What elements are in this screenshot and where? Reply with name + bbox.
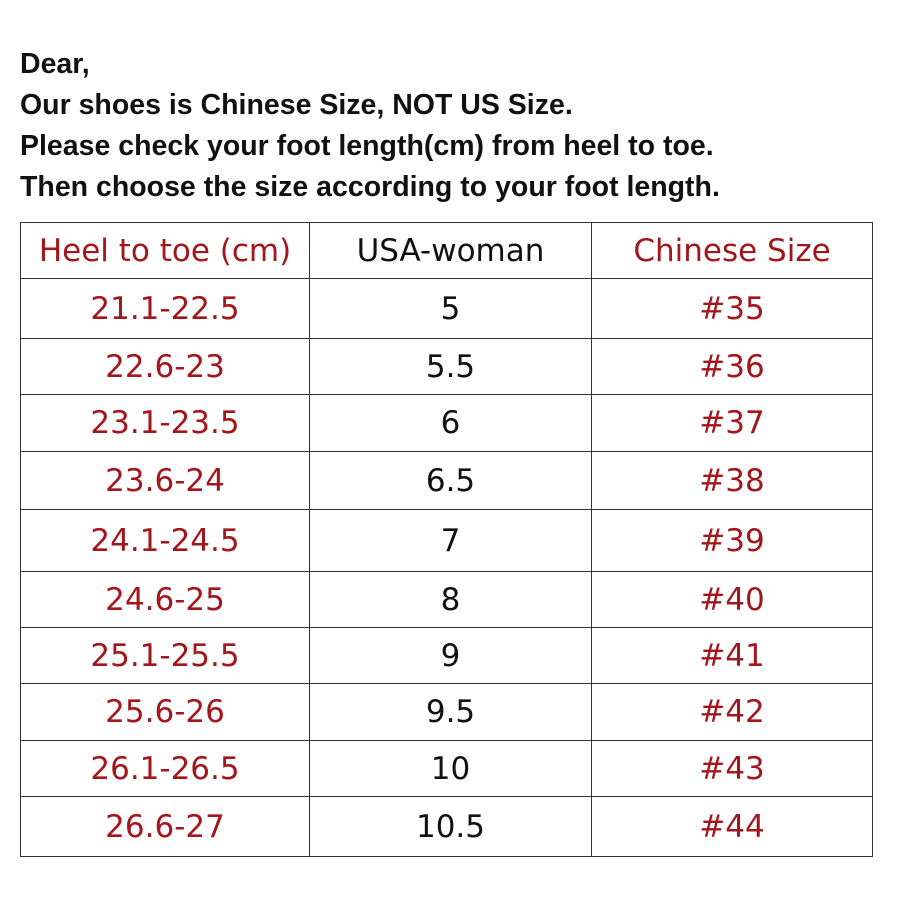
foot-length-cell: 22.6-23	[20, 338, 310, 395]
header-heel-to-toe: Heel to toe (cm)	[20, 222, 310, 279]
foot-length-cell: 23.1-23.5	[20, 394, 310, 452]
chinese-size-cell: #41	[591, 627, 873, 684]
chinese-size-cell: #37	[591, 394, 873, 452]
header-usa-woman: USA-woman	[309, 222, 592, 279]
intro-line: Please check your foot length(cm) from h…	[20, 130, 714, 162]
table-row: 25.1-25.5 9 #41	[20, 627, 873, 684]
chinese-size-cell: #44	[591, 796, 873, 857]
intro-line: Dear,	[20, 48, 90, 80]
chinese-size-cell: #39	[591, 509, 873, 572]
intro-text: Dear, Our shoes is Chinese Size, NOT US …	[20, 44, 720, 208]
intro-line: Then choose the size according to your f…	[20, 171, 720, 203]
foot-length-cell: 25.6-26	[20, 683, 310, 741]
usa-size-cell: 9	[309, 627, 592, 684]
header-chinese-size: Chinese Size	[591, 222, 873, 279]
table-row: 21.1-22.5 5 #35	[20, 278, 873, 339]
table-row: 23.6-24 6.5 #38	[20, 451, 873, 510]
usa-size-cell: 8	[309, 571, 592, 628]
foot-length-cell: 24.6-25	[20, 571, 310, 628]
table-row: 26.1-26.5 10 #43	[20, 740, 873, 797]
chinese-size-cell: #35	[591, 278, 873, 339]
foot-length-cell: 26.6-27	[20, 796, 310, 857]
table-row: 23.1-23.5 6 #37	[20, 394, 873, 452]
usa-size-cell: 9.5	[309, 683, 592, 741]
usa-size-cell: 10.5	[309, 796, 592, 857]
table-row: 22.6-23 5.5 #36	[20, 338, 873, 395]
foot-length-cell: 25.1-25.5	[20, 627, 310, 684]
foot-length-cell: 23.6-24	[20, 451, 310, 510]
foot-length-cell: 24.1-24.5	[20, 509, 310, 572]
chinese-size-cell: #40	[591, 571, 873, 628]
table-row: 24.6-25 8 #40	[20, 571, 873, 628]
table-row: 25.6-26 9.5 #42	[20, 683, 873, 741]
foot-length-cell: 26.1-26.5	[20, 740, 310, 797]
usa-size-cell: 6.5	[309, 451, 592, 510]
usa-size-cell: 5	[309, 278, 592, 339]
usa-size-cell: 10	[309, 740, 592, 797]
usa-size-cell: 7	[309, 509, 592, 572]
table-row: 26.6-27 10.5 #44	[20, 796, 873, 857]
table-header-row: Heel to toe (cm) USA-woman Chinese Size	[20, 222, 873, 279]
table-row: 24.1-24.5 7 #39	[20, 509, 873, 572]
chinese-size-cell: #36	[591, 338, 873, 395]
usa-size-cell: 5.5	[309, 338, 592, 395]
size-table: Heel to toe (cm) USA-woman Chinese Size …	[20, 222, 873, 857]
foot-length-cell: 21.1-22.5	[20, 278, 310, 339]
chinese-size-cell: #38	[591, 451, 873, 510]
chinese-size-cell: #43	[591, 740, 873, 797]
chinese-size-cell: #42	[591, 683, 873, 741]
usa-size-cell: 6	[309, 394, 592, 452]
intro-line: Our shoes is Chinese Size, NOT US Size.	[20, 89, 573, 121]
